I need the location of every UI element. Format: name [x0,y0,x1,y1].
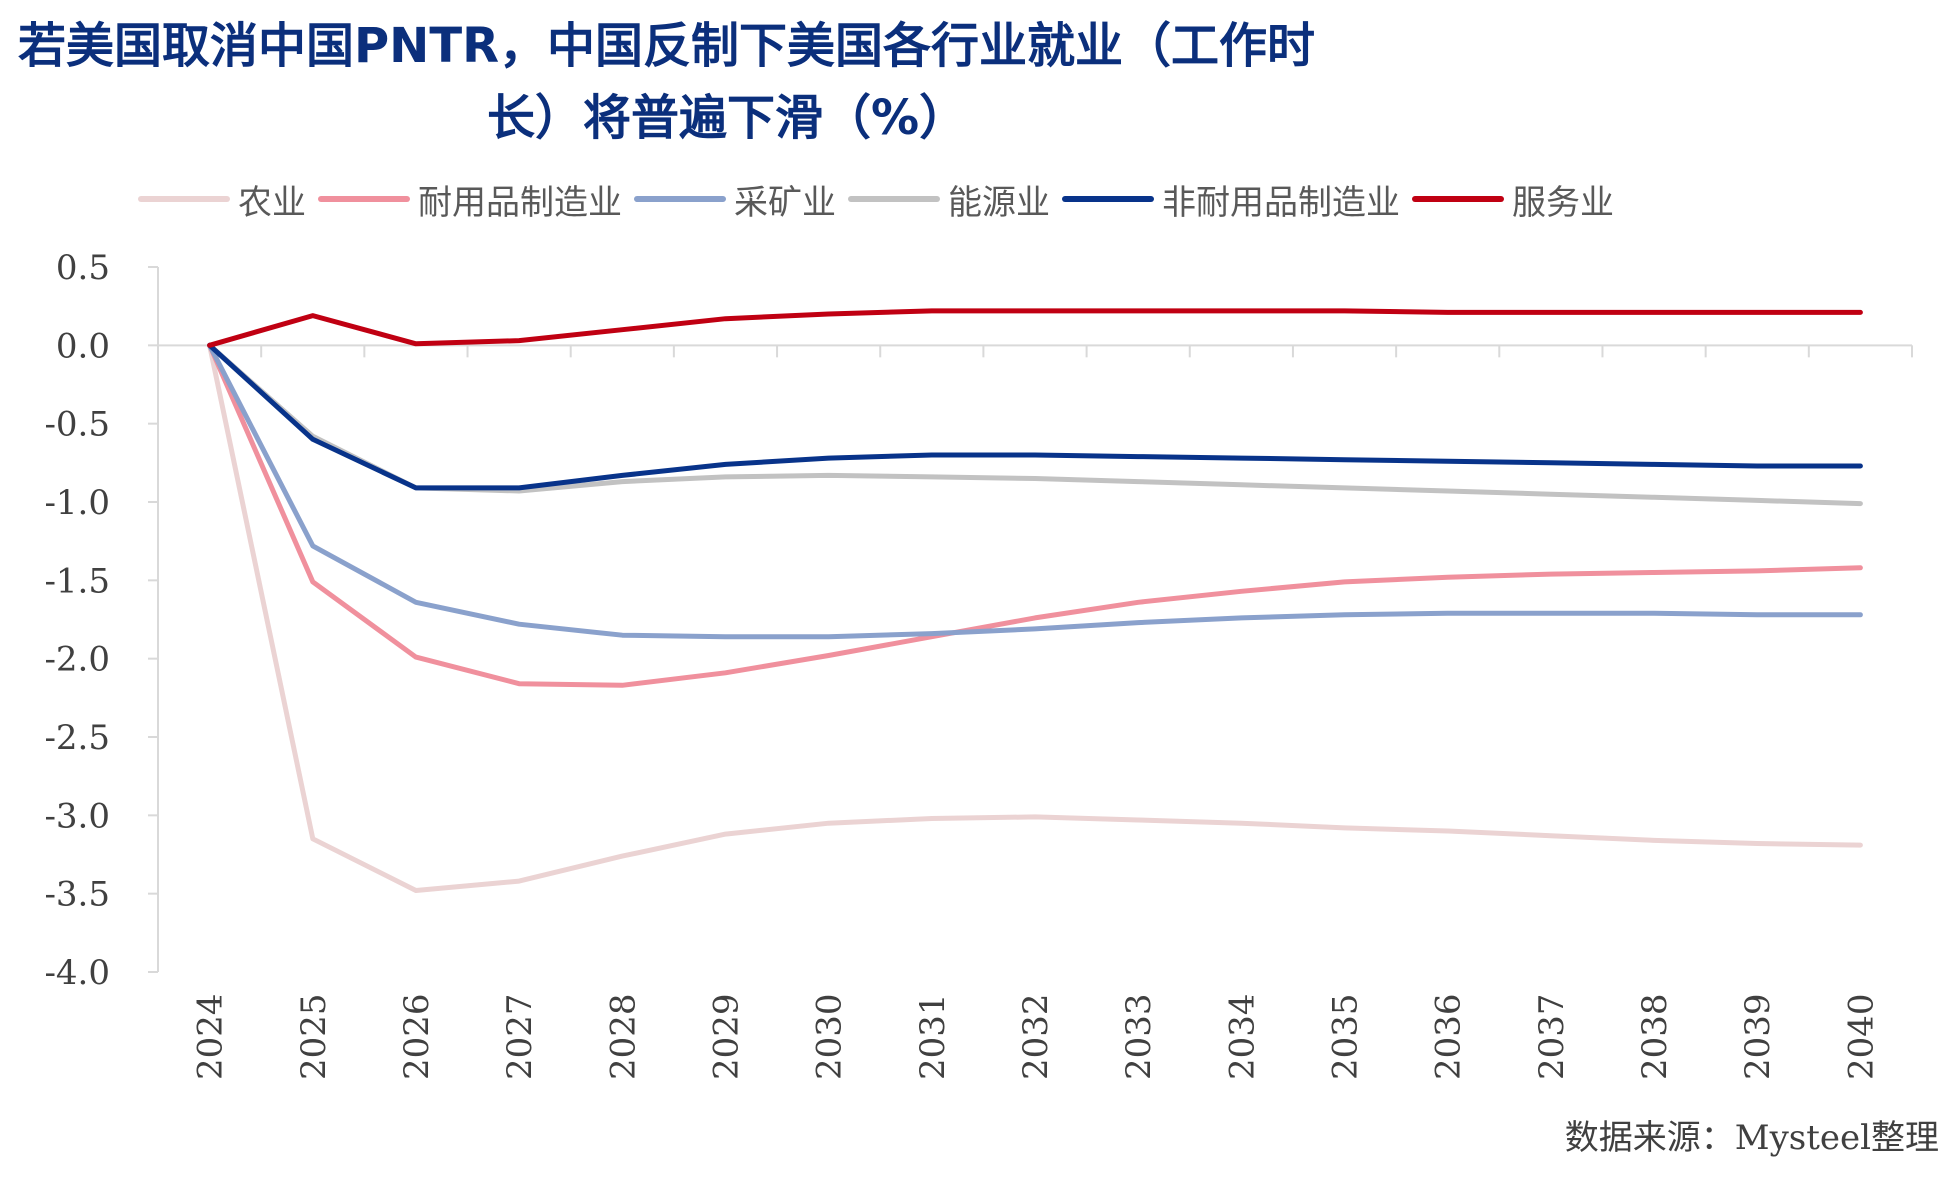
y-tick-label: 0.5 [56,248,110,288]
line-chart: 0.5 0.0 -0.5 -1.0 -1.5 -2.0 -2.5 -3.0 -3.5 -4.0 20… [44,248,1913,1080]
x-tick-label: 2030 [810,993,850,1080]
legend-item: 非耐用品制造业 [1062,175,1400,224]
x-tick-label: 2029 [706,993,746,1080]
x-tick-label: 2034 [1222,993,1262,1080]
y-tick-label: -1.0 [44,483,110,523]
chart-legend: 农业 耐用品制造业 采矿业 能源业 非耐用品制造业 服务业 [138,173,1626,225]
y-tick-label: -2.0 [44,640,110,680]
x-tick-label: 2037 [1532,993,1572,1080]
x-tick-label: 2036 [1429,993,1469,1080]
y-tick-label: -3.0 [44,796,110,836]
legend-item: 服务业 [1412,175,1614,224]
series-line [207,342,1863,491]
legend-item: 农业 [138,175,306,224]
y-tick-label: -1.5 [44,561,110,601]
x-tick-label: 2033 [1119,993,1159,1080]
x-tick-label: 2031 [913,993,953,1080]
legend-swatch [848,196,940,202]
series-line [207,342,1863,893]
legend-item: 能源业 [848,175,1050,224]
x-tick-label: 2024 [191,993,231,1080]
legend-label: 耐用品制造业 [418,182,622,223]
legend-item: 采矿业 [634,175,836,224]
legend-swatch [1412,196,1504,202]
x-tick-label: 2026 [397,993,437,1080]
y-tick-label: -3.5 [44,875,110,915]
x-tick-label: 2038 [1635,993,1675,1080]
x-tick-label: 2040 [1841,993,1881,1080]
x-tick-label: 2032 [1016,993,1056,1080]
legend-swatch [1062,196,1154,202]
legend-label: 非耐用品制造业 [1162,182,1400,223]
x-tick-label: 2025 [294,993,334,1080]
chart-title-line-1: 若美国取消中国PNTR，中国反制下美国各行业就业（工作时 [18,18,1316,74]
series-line [207,308,1863,348]
legend-swatch [634,196,726,202]
legend-label: 农业 [238,182,306,223]
legend-label: 能源业 [948,182,1050,223]
legend-swatch [318,196,410,202]
legend-swatch [138,196,230,202]
x-tick-label: 2035 [1326,993,1366,1080]
legend-label: 服务业 [1512,182,1614,223]
y-tick-label: 0.0 [56,326,110,366]
data-source-note: 数据来源：Mysteel整理 [1564,1118,1939,1158]
legend-item: 耐用品制造业 [318,175,622,224]
series-line [207,342,1863,688]
y-tick-label: -2.5 [44,718,110,758]
legend-label: 采矿业 [734,182,836,223]
y-tick-label: -0.5 [44,405,110,445]
series-line [207,342,1863,640]
y-tick-label: -4.0 [44,953,110,993]
series-line [207,342,1863,507]
x-tick-label: 2039 [1738,993,1778,1080]
x-tick-label: 2027 [500,993,540,1080]
x-tick-label: 2028 [603,993,643,1080]
chart-title-line-2: 长）将普遍下滑（%） [487,90,968,146]
